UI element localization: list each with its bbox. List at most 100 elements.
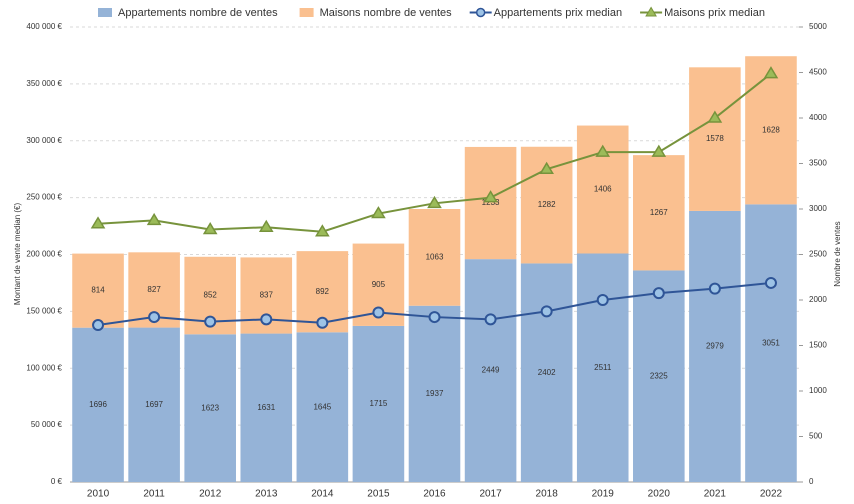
bar [128, 327, 180, 482]
marker [763, 66, 779, 79]
bar-value-label: 2402 [538, 368, 556, 377]
bar-value-label: 1937 [426, 389, 444, 398]
marker [90, 216, 106, 229]
bar [745, 204, 797, 482]
y-tick-label: 350 000 € [26, 79, 62, 88]
marker [202, 222, 218, 235]
bar [689, 210, 741, 482]
marker [258, 219, 274, 232]
marker [260, 313, 273, 326]
marker [204, 315, 217, 328]
marker [92, 319, 105, 332]
bar-value-label: 905 [372, 280, 386, 289]
marker [371, 206, 386, 219]
x-tick-label: 2016 [423, 489, 446, 500]
legend-swatch [299, 8, 314, 17]
marker [539, 161, 554, 174]
bar-value-label: 1267 [650, 208, 668, 217]
bar-value-label: 2325 [650, 371, 668, 380]
bar [633, 155, 685, 271]
x-tick-label: 2010 [87, 489, 110, 500]
bar [296, 332, 349, 482]
legend-marker [475, 7, 486, 18]
bar-value-label: 814 [91, 286, 105, 295]
bar-value-label: 2979 [706, 342, 724, 351]
bar-value-label: 1578 [706, 134, 724, 143]
y-tick-label: 0 € [51, 477, 63, 486]
bar-value-label: 3051 [762, 338, 780, 347]
marker [596, 294, 609, 306]
bar [408, 305, 461, 482]
bar-value-label: 2449 [482, 366, 500, 375]
bar [72, 327, 124, 482]
bar [240, 333, 293, 482]
y-axis-label: Montant de vente median (€) [13, 203, 22, 306]
bar-value-label: 1645 [313, 402, 331, 411]
x-tick-label: 2015 [367, 489, 390, 500]
marker [316, 316, 329, 329]
bar-value-label: 1623 [201, 403, 219, 412]
y-tick-label: 400 000 € [26, 22, 62, 31]
marker [764, 276, 777, 289]
bar [633, 270, 685, 482]
y-tick-label: 50 000 € [31, 420, 63, 429]
bar-value-label: 1063 [426, 252, 444, 261]
marker [146, 212, 162, 226]
marker [148, 311, 161, 324]
x-tick-label: 2013 [255, 489, 278, 500]
bar-value-label: 2511 [594, 363, 612, 372]
y2-tick-label: 4000 [809, 113, 827, 122]
bar [745, 56, 797, 205]
x-tick-label: 2022 [760, 489, 783, 500]
legend-marker [645, 6, 657, 17]
x-tick-label: 2018 [536, 489, 559, 500]
bar [408, 209, 461, 306]
y2-tick-label: 1000 [809, 386, 827, 395]
bar [72, 253, 124, 328]
legend-label: Maisons nombre de ventes [320, 7, 453, 19]
y-tick-label: 100 000 € [26, 363, 62, 372]
y-tick-label: 150 000 € [26, 306, 62, 315]
x-tick-label: 2011 [143, 489, 165, 500]
y2-tick-label: 2000 [809, 295, 827, 304]
bar [352, 325, 405, 482]
marker [651, 144, 667, 157]
bar-value-label: 1696 [89, 400, 107, 409]
x-tick-label: 2021 [704, 489, 727, 500]
bar [464, 259, 517, 482]
legend-label: Maisons prix median [664, 7, 765, 19]
marker [540, 305, 553, 318]
y2-tick-label: 0 [809, 477, 814, 486]
bar-value-label: 1697 [145, 400, 163, 409]
x-tick-label: 2014 [311, 489, 334, 500]
marker [707, 110, 723, 123]
bar-value-label: 1631 [257, 403, 275, 412]
bar-value-label: 1233 [482, 198, 500, 207]
marker [427, 195, 442, 209]
y2-tick-label: 2500 [809, 250, 827, 259]
y2-axis-label: Nombre de ventes [833, 221, 842, 286]
bar-value-label: 1282 [538, 200, 556, 209]
x-tick-label: 2012 [199, 489, 222, 500]
marker [652, 287, 665, 300]
marker [708, 282, 721, 295]
y2-tick-label: 3500 [809, 159, 827, 168]
marker [484, 313, 497, 326]
bar [689, 67, 741, 211]
y-tick-label: 200 000 € [26, 250, 62, 259]
bar [184, 334, 236, 482]
y-tick-label: 300 000 € [26, 136, 62, 145]
bar-value-label: 1628 [762, 125, 780, 134]
legend-swatch [98, 8, 112, 17]
y-tick-label: 250 000 € [26, 193, 62, 202]
y2-tick-label: 1500 [809, 341, 827, 350]
bar [520, 263, 573, 482]
x-tick-label: 2020 [648, 489, 671, 500]
marker [315, 224, 330, 237]
marker [372, 306, 385, 319]
bar-value-label: 837 [260, 291, 274, 300]
y2-tick-label: 5000 [809, 22, 827, 31]
bar-value-label: 827 [147, 285, 161, 294]
